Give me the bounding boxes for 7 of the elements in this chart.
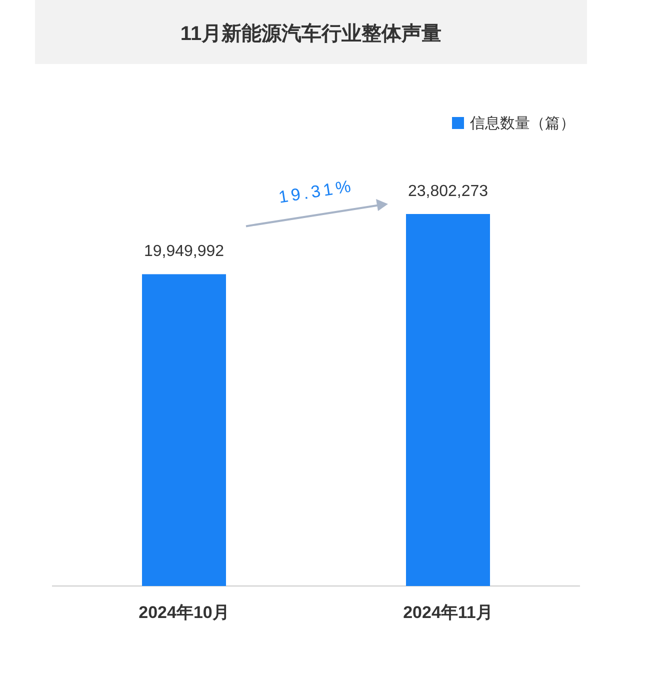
x-tick-label: 2024年11月 (403, 603, 493, 622)
legend-label: 信息数量（篇） (470, 115, 575, 132)
text: 19.31% (277, 176, 355, 207)
x-tick-label: 2024年10月 (138, 603, 230, 622)
chart-title: 11月新能源汽车行业整体声量 (180, 22, 442, 45)
data-label: 23,802,273 (408, 183, 488, 200)
data-label: 19,949,992 (144, 243, 224, 260)
